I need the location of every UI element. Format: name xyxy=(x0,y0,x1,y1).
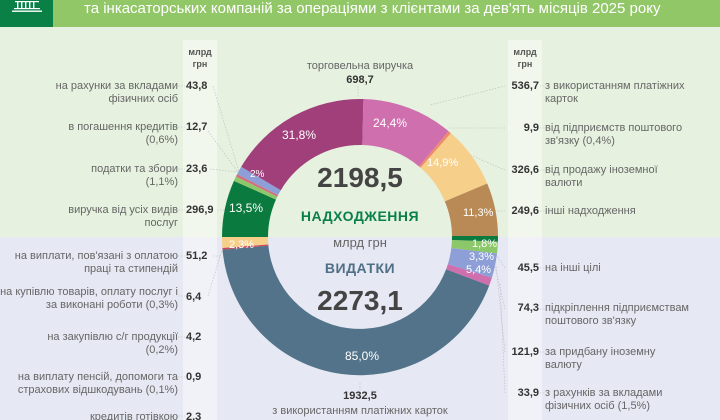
svg-text:2,3%: 2,3% xyxy=(229,239,254,251)
income-right-value: 536,7 xyxy=(511,80,539,92)
svg-text:24,4%: 24,4% xyxy=(373,116,407,130)
svg-text:14,9%: 14,9% xyxy=(427,157,458,169)
expense-left-value: 4,2 xyxy=(186,331,202,343)
income-left-value: 43,8 xyxy=(186,80,208,92)
expense-right-value: 74,3 xyxy=(517,302,539,314)
income-right-label: від підприємств поштового зв'язку (0,4%) xyxy=(545,122,683,147)
svg-text:3,3%: 3,3% xyxy=(469,251,494,263)
income-left-value: 296,9 xyxy=(186,204,214,216)
income-right-value: 9,9 xyxy=(523,122,539,134)
pct-services: 13,5% xyxy=(229,201,263,215)
expense-right-label: підкріплення підприємствам поштового зв'… xyxy=(545,302,689,327)
expense-title: ВИДАТКИ xyxy=(324,260,396,276)
income-right-label: від продажу іноземної валюти xyxy=(545,164,658,189)
expense-left-label: на виплату пенсій, допомоги та страхових… xyxy=(17,371,178,396)
expense-left-label: на виплати, пов'язані з оплатою праці та… xyxy=(14,250,178,275)
expense-bottom-label: з використанням платіжних карток xyxy=(272,405,448,417)
svg-text:5,4%: 5,4% xyxy=(466,264,491,276)
expense-right-label: за придбану іноземну валюту xyxy=(545,346,656,371)
expense-right-value: 33,9 xyxy=(517,387,539,399)
expense-right-value: 45,5 xyxy=(517,262,539,274)
svg-text:85,0%: 85,0% xyxy=(345,349,379,363)
expense-left-label: кредитів готівкою xyxy=(89,411,178,420)
expense-left-label: на закупівлю с/г продукції (0,2%) xyxy=(47,331,178,356)
page-title: та інкасаторських компаній за операціями… xyxy=(84,0,661,17)
income-right-label: з використанням платіжних карток xyxy=(545,80,685,105)
svg-text:31,8%: 31,8% xyxy=(282,128,316,142)
income-right-value: 249,6 xyxy=(511,205,539,217)
income-left-label: податки та збори (1,1%) xyxy=(91,163,178,188)
svg-text:11,3%: 11,3% xyxy=(463,207,494,219)
income-top-value: 698,7 xyxy=(346,74,374,86)
expense-right-label: з рахунків за вкладами фізичних осіб (1,… xyxy=(545,387,663,412)
header-bar: та інкасаторських компаній за операціями… xyxy=(0,0,720,27)
expense-bottom-value: 1932,5 xyxy=(343,390,377,402)
expense-total: 2273,1 xyxy=(317,285,403,316)
expense-left-label: на купівлю товарів, оплату послуг і за в… xyxy=(0,286,178,311)
unit-label-left: млрд грн xyxy=(188,47,212,69)
income-title: НАДХОДЖЕННЯ xyxy=(300,208,420,224)
bank-building-icon xyxy=(12,1,42,12)
income-left-label: виручка від усіх видів послуг xyxy=(68,204,178,229)
svg-text:1,8%: 1,8% xyxy=(472,238,497,250)
expense-left-value: 0,9 xyxy=(186,371,202,383)
income-right-label: інші надходження xyxy=(545,205,636,217)
right-value-column xyxy=(508,40,542,420)
left-value-column xyxy=(183,40,217,420)
expense-right-label: на інші цілі xyxy=(545,262,601,274)
income-left-label: на рахунки за вкладами фізичних осіб xyxy=(55,80,178,105)
income-left-label: в погашення кредитів (0,6%) xyxy=(68,121,178,146)
expense-left-value: 51,2 xyxy=(186,250,208,262)
center-unit: млрд грн xyxy=(333,235,387,250)
unit-label-right: млрд грн xyxy=(513,47,537,69)
income-top-label: торговельна виручка xyxy=(306,60,414,72)
expense-left-value: 6,4 xyxy=(186,291,202,303)
logo xyxy=(0,0,53,27)
expense-right-value: 121,9 xyxy=(511,346,539,358)
expense-left-value: 2,3 xyxy=(186,411,202,420)
income-left-value: 12,7 xyxy=(186,121,208,133)
income-right-value: 326,6 xyxy=(511,164,539,176)
income-total: 2198,5 xyxy=(317,162,403,193)
income-left-value: 23,6 xyxy=(186,163,208,175)
svg-text:2%: 2% xyxy=(250,169,265,180)
income-donut xyxy=(222,98,498,237)
expense-donut xyxy=(221,236,498,376)
